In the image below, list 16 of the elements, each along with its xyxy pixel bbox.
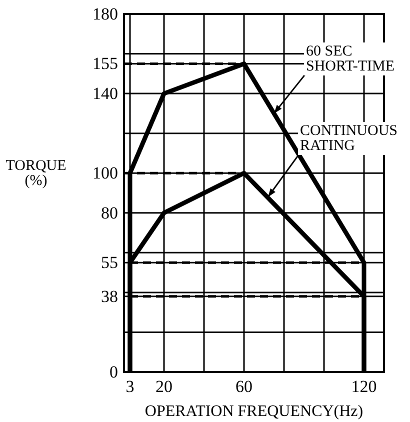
x-tick-label: 3 (126, 377, 134, 396)
annotation: CONTINUOUS RATING (300, 122, 398, 154)
y-tick-label: 155 (92, 54, 118, 74)
x-tick-label: 120 (351, 377, 377, 396)
x-tick-label: 20 (156, 377, 172, 396)
y-tick-label: 38 (101, 286, 118, 306)
annotation: 60 SEC SHORT-TIME (306, 43, 395, 74)
y-tick-label: 55 (101, 253, 118, 272)
y-tick-label: 180 (92, 4, 118, 24)
y-tick-label: 100 (92, 164, 118, 183)
x-tick-label: 60 (236, 377, 252, 396)
y-axis-title: TORQUE (%) (6, 158, 66, 189)
y-tick-label: 0 (110, 362, 118, 382)
y-tick-label: 140 (92, 84, 118, 103)
x-axis-title: OPERATION FREQUENCY(Hz) (144, 403, 364, 420)
y-tick-label: 80 (101, 203, 118, 222)
